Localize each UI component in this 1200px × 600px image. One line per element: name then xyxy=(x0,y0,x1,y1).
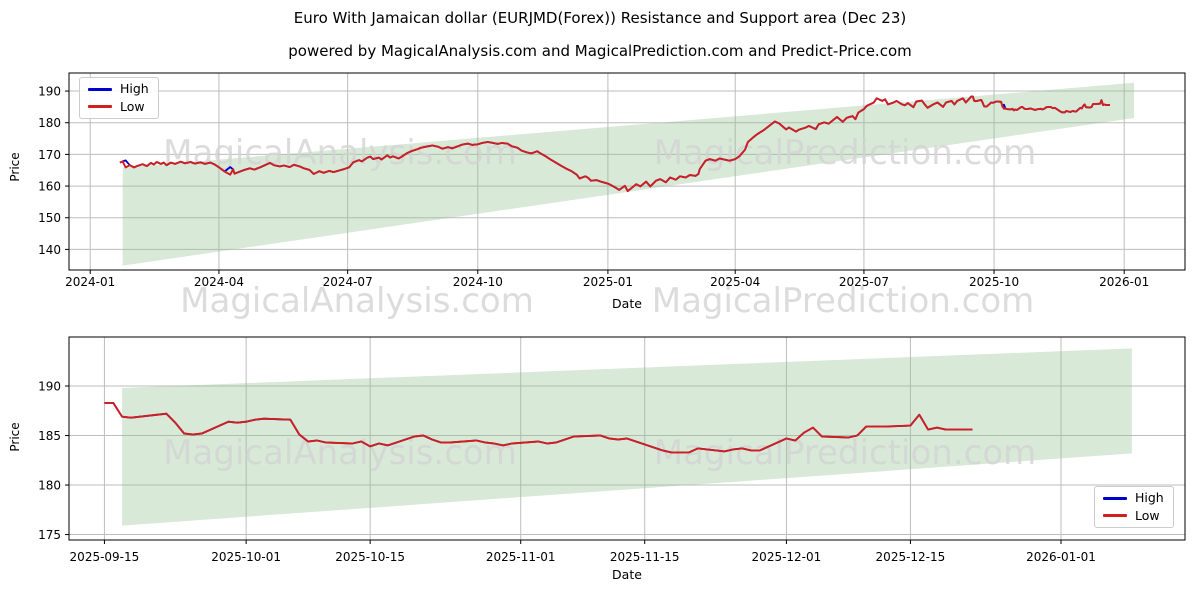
legend-label-low: Low xyxy=(120,98,145,114)
low-line-swatch xyxy=(88,105,112,109)
low-line-swatch xyxy=(1103,514,1127,518)
x-tick-label: 2025-12-01 xyxy=(752,550,822,564)
recent-price-chart: MagicalAnalysis.com MagicalPrediction.com… xyxy=(38,336,1186,582)
y-tick-label: 190 xyxy=(38,85,61,99)
legend-top-chart: High Low xyxy=(79,77,159,119)
x-axis-label: Date xyxy=(612,296,642,311)
x-tick-label: 2024-07 xyxy=(323,275,373,289)
y-tick-label: 175 xyxy=(38,528,61,542)
legend-item-high: High xyxy=(1103,490,1164,505)
legend-item-high: High xyxy=(88,81,149,96)
x-tick-label: 2025-11-15 xyxy=(610,550,680,564)
y-tick-label: 170 xyxy=(38,148,61,162)
x-axis-label: Date xyxy=(612,567,642,582)
y-tick-label: 180 xyxy=(38,479,61,493)
figure-title: Euro With Jamaican dollar (EURJMD(Forex)… xyxy=(293,9,907,27)
y-tick-label: 190 xyxy=(38,380,61,394)
y-axis-label-top: Price xyxy=(8,152,22,182)
low-line xyxy=(104,401,973,454)
watermark-text: MagicalAnalysis.com xyxy=(163,433,517,473)
watermark-text: MagicalPrediction.com xyxy=(654,433,1037,473)
support-resistance-band xyxy=(122,348,1132,526)
watermark-text: MagicalPrediction.com xyxy=(654,133,1037,173)
legend-label-low: Low xyxy=(1135,507,1160,523)
y-axis-label-bottom: Price xyxy=(8,422,22,452)
watermark-text: MagicalAnalysis.com xyxy=(163,133,517,173)
x-tick-label: 2024-10 xyxy=(453,275,503,289)
legend-label-high: High xyxy=(1135,490,1164,505)
low-line xyxy=(119,95,1110,193)
legend-item-low: Low xyxy=(1103,507,1164,523)
x-tick-label: 2025-09-15 xyxy=(70,550,140,564)
x-tick-label: 2026-01-01 xyxy=(1026,550,1096,564)
x-tick-label: 2025-04 xyxy=(710,275,760,289)
high-line-swatch xyxy=(88,87,112,91)
watermark-text: MagicalPrediction.com xyxy=(652,281,1035,321)
y-tick-label: 140 xyxy=(38,243,61,257)
y-tick-label: 180 xyxy=(38,116,61,130)
x-tick-label: 2025-07 xyxy=(839,275,889,289)
figure-subtitle: powered by MagicalAnalysis.com and Magic… xyxy=(288,42,912,60)
support-resistance-band xyxy=(122,82,1135,266)
x-tick-label: 2025-11-01 xyxy=(486,550,556,564)
x-tick-label: 2025-10-01 xyxy=(211,550,281,564)
x-tick-label: 2024-01 xyxy=(65,275,115,289)
y-tick-label: 150 xyxy=(38,211,61,225)
high-line-swatch xyxy=(1103,496,1127,500)
x-tick-label: 2025-12-15 xyxy=(876,550,946,564)
watermark-text: MagicalAnalysis.com xyxy=(180,281,534,321)
x-tick-label: 2025-10 xyxy=(969,275,1019,289)
x-tick-label: 2026-01 xyxy=(1099,275,1149,289)
y-tick-label: 160 xyxy=(38,180,61,194)
history-price-chart: MagicalAnalysis.com MagicalPrediction.com… xyxy=(38,72,1186,321)
x-tick-label: 2025-10-15 xyxy=(335,550,405,564)
legend-label-high: High xyxy=(120,81,149,96)
x-tick-label: 2025-01 xyxy=(583,275,633,289)
x-tick-label: 2024-04 xyxy=(194,275,244,289)
legend-bottom-chart: High Low xyxy=(1094,486,1174,528)
y-tick-label: 185 xyxy=(38,429,61,443)
legend-item-low: Low xyxy=(88,98,149,114)
